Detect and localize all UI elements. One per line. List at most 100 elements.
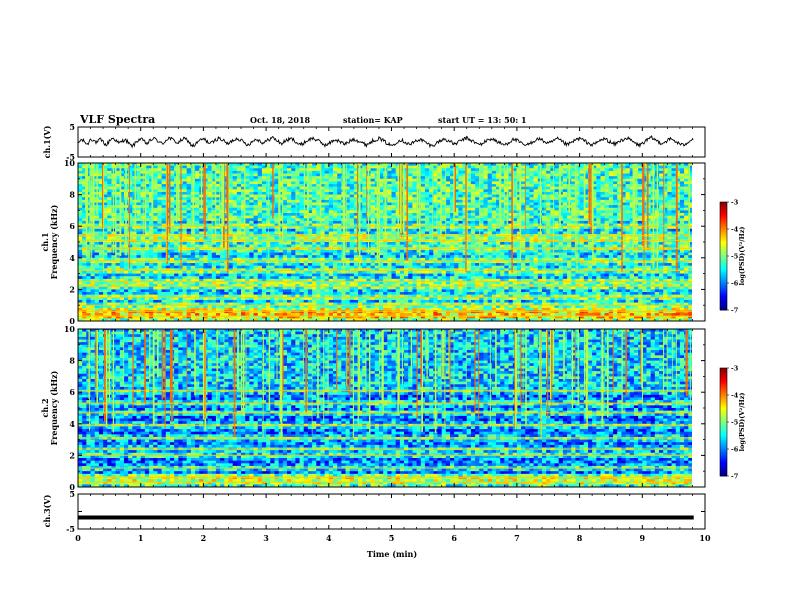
ch1-spectrogram-cell [82, 191, 87, 195]
ch1-spectrogram-cell [424, 231, 430, 235]
ch1-spectrogram-cell [491, 165, 497, 169]
ch1-spectrogram-cell [475, 189, 480, 193]
ch1-spectrogram-cell [249, 181, 254, 185]
ch1-spectrogram-cell [86, 228, 91, 232]
ch1-spectrogram-cell [483, 194, 489, 198]
ch1-spectrogram-cell [278, 213, 284, 217]
ch1-spectrogram-cell [320, 210, 326, 214]
ch1-spectrogram-cell [378, 170, 384, 174]
ch1-spectrogram-cell [541, 218, 547, 222]
ch1-spectrogram-cell [408, 210, 413, 214]
ch1-spectrogram-cell [282, 218, 288, 222]
ch1-spectrogram-cell [583, 231, 589, 235]
ch1-spectrogram-cell [684, 218, 689, 222]
ch1-spectrogram-cell [324, 181, 330, 185]
ch1-spectrogram-cell [500, 236, 505, 240]
ch1-spectrogram-cell [241, 213, 246, 217]
ch1-spectrogram-cell [596, 231, 601, 235]
ch1-spectrogram-cell [136, 207, 142, 211]
ch1-spectrogram-cell [445, 173, 451, 177]
ch1-spectrogram-cell [638, 220, 643, 224]
ch1-spectrogram-cell [186, 163, 192, 167]
ch1-spectrogram-cell [165, 199, 171, 203]
ch1-spectrogram-cell [82, 226, 87, 230]
ch1-spectrogram-cell [236, 191, 242, 195]
ch1-spectrogram-cell [412, 205, 417, 209]
ch1-spectrogram-cell [479, 231, 484, 235]
ch1-spectrogram-cell [667, 189, 672, 193]
ch1-spectrogram-cell [199, 236, 204, 240]
ch1-spectrogram-cell [445, 184, 451, 188]
ch1-spectrogram-cell [345, 207, 351, 211]
ch1-spectrogram-cell [215, 178, 221, 182]
ch1-spectrogram-cell [195, 176, 200, 180]
ch1-spectrogram-cell [241, 163, 246, 167]
ch1-spectrogram-cell [82, 181, 87, 185]
ch1-spectrogram-cell [424, 199, 430, 203]
ch1-spectrogram-cell [558, 170, 564, 174]
ch1-spectrogram-cell [500, 218, 505, 222]
ch1-spectrogram-cell [186, 220, 192, 224]
ch1-spectrogram-cell [491, 236, 497, 240]
ch1-spectrogram-cell [663, 191, 668, 195]
ch1-spectrogram-cell [362, 163, 367, 167]
ch1-spectrogram-cell [629, 226, 635, 230]
ch1-spectrogram-cell [312, 215, 317, 219]
ch1-spectrogram-cell [224, 218, 229, 222]
ch1-spectrogram-cell [186, 186, 192, 190]
ch1-spectrogram-cell [211, 242, 217, 246]
ch1-spectrogram-cell [199, 218, 204, 222]
ch1-spectrogram-cell [249, 186, 254, 190]
ch1-spectrogram-cell [169, 165, 175, 169]
ch1-spectrogram-cell [199, 220, 204, 224]
ch1-spectrogram-cell [608, 197, 614, 201]
ch1-spectrogram-cell [579, 242, 585, 246]
ch1-spectrogram-cell [521, 176, 526, 180]
ch1-spectrogram-cell [245, 244, 250, 248]
ch1-spectrogram-cell [613, 210, 618, 214]
ch1-spectrogram-cell [169, 218, 175, 222]
ch1-spectrogram-cell [211, 223, 217, 227]
ch1-spectrogram-cell [629, 199, 635, 203]
ch1-spectrogram-cell [291, 242, 296, 246]
ch1-spectrogram-cell [215, 168, 221, 172]
ch1-spectrogram-cell [345, 178, 351, 182]
ch1-spectrogram-cell [458, 244, 463, 248]
ch1-spectrogram-cell [149, 163, 154, 167]
ch1-spectrogram-cell [115, 176, 121, 180]
ch1-spectrogram-cell [575, 213, 580, 217]
ch1-spectrogram-cell [345, 165, 351, 169]
ch1-spectrogram-cell [529, 207, 535, 211]
ch1-spectrogram-cell [157, 184, 162, 188]
ch1-spectrogram-cell [228, 181, 234, 185]
ch1-spectrogram-cell [429, 173, 434, 177]
ch1-spectrogram-cell [587, 228, 593, 232]
ch1-spectrogram-cell [362, 205, 367, 209]
ch1-spectrogram-cell [416, 231, 422, 235]
ch1-spectrogram-cell [370, 194, 376, 198]
ch1-spectrogram-cell [667, 218, 672, 222]
ch1-spectrogram-cell [437, 220, 443, 224]
ch1-spectrogram-cell [278, 226, 284, 230]
ch1-spectrogram-cell [86, 170, 91, 174]
ch1-spectrogram-cell [182, 181, 188, 185]
ch1-spectrogram-cell [157, 189, 162, 193]
ch1-spectrogram-cell [663, 173, 668, 177]
ch1-spectrogram-cell [525, 228, 530, 232]
ch1-spectrogram-cell [671, 170, 677, 174]
ch1-spectrogram-cell [312, 242, 317, 246]
ch1-spectrogram-cell [646, 199, 652, 203]
ch1-spectrogram-cell [679, 194, 685, 198]
ch1-spectrogram-cell [675, 191, 681, 195]
ch1-spectrogram-cell [504, 184, 509, 188]
ch1-spectrogram-cell [508, 215, 514, 219]
ch1-spectrogram-cell [445, 202, 451, 206]
ch1-spectrogram-cell [433, 215, 438, 219]
ch1-spectrogram-cell [307, 213, 313, 217]
ch1-spectrogram-cell [479, 197, 484, 201]
ch1-spectrogram-cell [312, 181, 317, 185]
ch1-spectrogram-cell [541, 213, 547, 217]
ch1-spectrogram-cell [232, 231, 238, 235]
ch1-spectrogram-cell [253, 165, 259, 169]
ch1-spectrogram-cell [679, 207, 685, 211]
